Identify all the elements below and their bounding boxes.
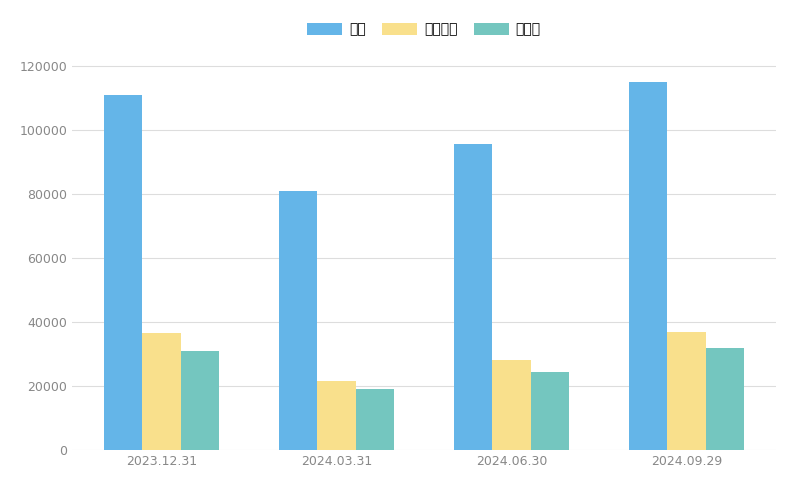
Legend: 매출, 영업이익, 순이익: 매출, 영업이익, 순이익	[302, 17, 546, 42]
Bar	[629, 82, 667, 450]
Bar	[279, 191, 318, 450]
Bar	[667, 332, 706, 450]
Bar	[104, 95, 142, 450]
Bar	[454, 144, 492, 450]
Bar	[492, 360, 530, 450]
Bar	[142, 333, 181, 450]
Bar	[706, 348, 744, 450]
Bar	[318, 381, 356, 450]
Bar	[356, 389, 394, 450]
Bar	[530, 372, 569, 450]
Bar	[181, 351, 219, 450]
